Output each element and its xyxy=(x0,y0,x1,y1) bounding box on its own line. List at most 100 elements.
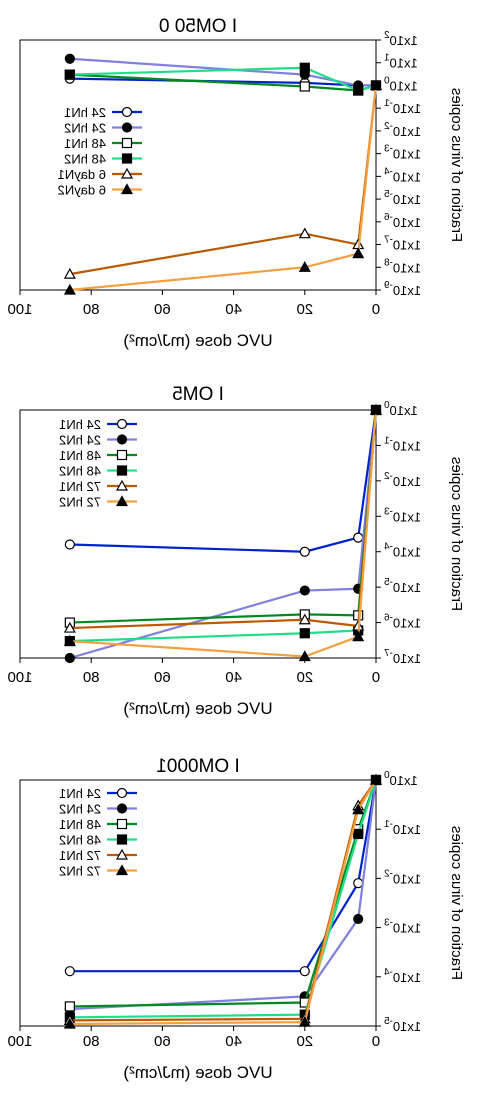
y-tick-exponent: -1 xyxy=(384,435,393,446)
data-point xyxy=(64,966,75,977)
legend-label: 24 hN2 xyxy=(59,802,101,817)
chart-title: I OM50 0 xyxy=(159,16,237,37)
series-line xyxy=(69,85,378,276)
y-tick-label: 1x10-2 xyxy=(384,121,422,139)
x-tick-label: 80 xyxy=(83,669,100,686)
series-line xyxy=(69,409,378,630)
y-tick-exponent: -4 xyxy=(384,967,393,978)
data-point xyxy=(299,546,310,557)
y-tick-exponent: 0 xyxy=(384,400,390,411)
x-tick-label: 0 xyxy=(372,669,380,686)
series-line xyxy=(69,409,378,658)
x-tick-label: 80 xyxy=(83,301,100,318)
chart-title: I OM0001 xyxy=(156,756,239,777)
legend-label: 24 hN2 xyxy=(59,433,101,448)
legend-swatch-marker xyxy=(115,864,129,876)
legend-label: 48 hN1 xyxy=(59,448,101,463)
data-point xyxy=(298,613,311,625)
y-tick-label: 1x10-1 xyxy=(384,435,422,453)
y-tick-label: 1x10-1 xyxy=(384,819,422,837)
x-tick-label: 60 xyxy=(154,669,171,686)
series-6 xyxy=(63,773,383,1029)
y-tick-label: 1x10-3 xyxy=(384,918,422,936)
x-tick-label: 100 xyxy=(7,301,32,318)
chart-panel-2: I OM5 0 20 40 60 80 100 1x10-7 1x10-6 1x10-5 1x10-… xyxy=(7,384,465,718)
x-tick-label: 40 xyxy=(225,669,242,686)
x-axis-label: UVC dose (mJ/cm²) xyxy=(123,699,272,718)
data-point xyxy=(352,803,365,815)
y-tick-label: 1x10-5 xyxy=(384,577,422,595)
y-tick-exponent: 0 xyxy=(384,770,390,781)
y-tick-exponent: -3 xyxy=(384,144,393,155)
y-tick-label: 1x10-2 xyxy=(384,868,422,886)
data-point xyxy=(299,966,310,977)
y-tick-label: 1x10-6 xyxy=(384,212,422,230)
legend-swatch-marker xyxy=(115,848,129,860)
y-tick-exponent: -5 xyxy=(384,189,393,200)
data-point xyxy=(369,79,383,91)
legend-label: 24 hN1 xyxy=(59,786,101,801)
y-tick-exponent: 1 xyxy=(384,53,390,64)
series-line xyxy=(69,409,378,643)
y-tick-exponent: -6 xyxy=(384,212,393,223)
y-tick-exponent: -2 xyxy=(384,121,393,132)
series-line xyxy=(69,779,378,1019)
series-6 xyxy=(63,403,383,662)
x-tick-label: 40 xyxy=(225,301,242,318)
data-point xyxy=(299,81,310,92)
y-tick-label: 1x100 xyxy=(384,400,418,418)
y-tick-label: 1x10-4 xyxy=(384,967,422,985)
y-tick-exponent: -1 xyxy=(384,98,393,109)
x-tick-label: 80 xyxy=(83,1033,100,1050)
y-tick-label: 1x100 xyxy=(384,75,418,93)
chart-panel-3: I OM0001 0 20 40 60 80 100 1x10-5 1x10-4 1x10-3 1x… xyxy=(7,756,465,1082)
legend-swatch-marker xyxy=(120,183,134,195)
legend-label: 72 hN1 xyxy=(59,848,101,863)
legend-swatch-marker xyxy=(116,434,128,445)
x-tick-label: 100 xyxy=(7,1033,32,1050)
data-point xyxy=(298,650,311,662)
x-tick-label: 20 xyxy=(296,301,313,318)
y-tick-label: 1x101 xyxy=(384,53,418,71)
series-line xyxy=(69,66,377,92)
y-axis-label: Fraction of virus copies xyxy=(448,457,465,611)
plot-frame xyxy=(19,39,377,291)
series-6 xyxy=(63,79,383,295)
series-line xyxy=(69,779,378,1011)
legend-swatch-marker xyxy=(121,153,133,164)
y-axis-label: Fraction of virus copies xyxy=(448,826,465,980)
x-axis-label: UVC dose (mJ/cm²) xyxy=(123,331,272,350)
x-tick-label: 20 xyxy=(296,1033,313,1050)
legend-label: 48 hN2 xyxy=(59,464,101,479)
data-point xyxy=(352,630,365,642)
data-point xyxy=(352,247,365,259)
series-4 xyxy=(64,774,382,1023)
y-tick-exponent: -7 xyxy=(384,648,393,659)
legend-swatch-marker xyxy=(116,803,128,814)
series-line xyxy=(69,409,378,553)
data-point xyxy=(353,85,364,96)
legend-label: 72 hN2 xyxy=(59,495,101,510)
plot-frame xyxy=(19,779,377,1027)
series-3 xyxy=(64,774,382,1012)
y-tick-label: 1x10-7 xyxy=(384,648,422,666)
y-tick-label: 1x10-1 xyxy=(384,98,422,116)
legend-label: 24 hN1 xyxy=(59,417,101,432)
legend-swatch-marker xyxy=(116,418,128,430)
legend-swatch-marker xyxy=(116,818,128,830)
legend-label: 72 hN2 xyxy=(59,864,101,879)
data-point xyxy=(63,621,76,633)
y-tick-exponent: -9 xyxy=(384,280,393,291)
series-4 xyxy=(64,404,382,647)
x-axis-label: UVC dose (mJ/cm²) xyxy=(123,1063,272,1082)
data-point xyxy=(298,1015,311,1027)
y-tick-label: 1x100 xyxy=(384,770,418,788)
chart-panel-1: I OM50 00204060801001x10-91x10-81x10-71x… xyxy=(7,16,465,350)
data-point xyxy=(353,913,364,925)
y-tick-exponent: -5 xyxy=(384,1016,393,1027)
y-tick-label: 1x10-6 xyxy=(384,613,422,631)
data-point xyxy=(369,773,383,785)
y-tick-label: 1x10-3 xyxy=(384,144,422,162)
